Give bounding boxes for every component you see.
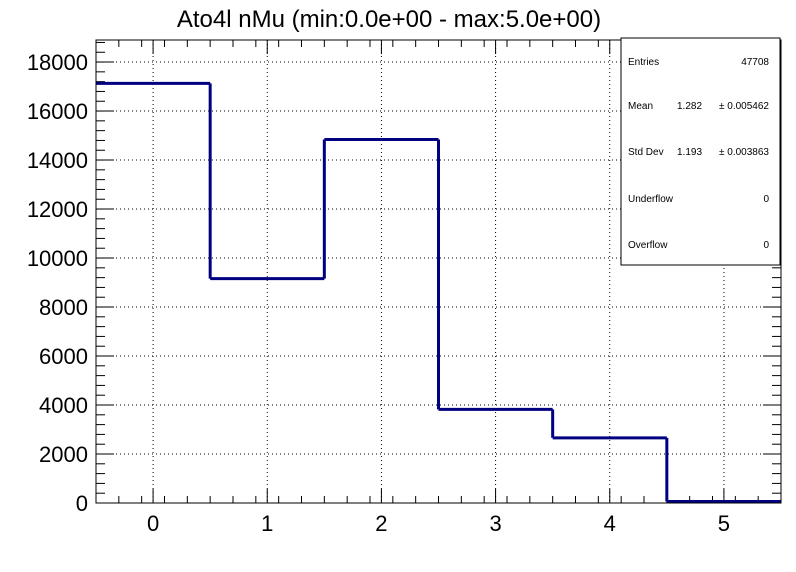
- plot-frame: [95, 39, 782, 504]
- y-tick-label: 16000: [27, 99, 88, 124]
- histogram-series: [96, 81, 781, 504]
- y-tick-label: 0: [76, 491, 88, 516]
- stats-overflow-value: 0: [763, 240, 769, 251]
- stats-overflow-label: Overflow: [628, 240, 668, 251]
- y-tick-label: 2000: [39, 442, 88, 467]
- stats-underflow-value: 0: [763, 194, 769, 205]
- y-tick-label: 18000: [27, 50, 88, 75]
- x-tick-label: 3: [489, 511, 501, 536]
- x-tick-label: 1: [261, 511, 273, 536]
- stats-stddev-label: Std Dev: [628, 147, 664, 158]
- x-tick-label: 0: [147, 511, 159, 536]
- y-tick-label: 4000: [39, 393, 88, 418]
- stats-stddev-value: 1.193: [677, 147, 702, 158]
- y-tick-label: 8000: [39, 295, 88, 320]
- stats-underflow-label: Underflow: [628, 194, 674, 205]
- stats-box: Entries 47708 Mean 1.282 ± 0.005462 Std …: [620, 37, 781, 266]
- y-tick-label: 10000: [27, 246, 88, 271]
- chart-title: Ato4l nMu (min:0.0e+00 - max:5.0e+00): [177, 6, 601, 33]
- y-tick-label: 12000: [27, 197, 88, 222]
- tick-labels: 0 1 2 3 4 5 0 2000 4000 6000 8000 10000 12000 14000 16…: [27, 50, 730, 536]
- stats-entries-label: Entries: [628, 57, 659, 68]
- stats-box-frame: [620, 37, 781, 266]
- stats-mean-label: Mean: [628, 101, 653, 112]
- x-tick-label: 4: [604, 511, 616, 536]
- y-tick-label: 6000: [39, 344, 88, 369]
- y-tick-label: 14000: [27, 148, 88, 173]
- stats-entries-value: 47708: [741, 57, 769, 68]
- stats-mean-value: 1.282: [677, 101, 702, 112]
- x-tick-label: 2: [375, 511, 387, 536]
- stats-mean-error: ± 0.005462: [719, 101, 769, 112]
- stats-stddev-error: ± 0.003863: [719, 147, 769, 158]
- x-tick-label: 5: [718, 511, 730, 536]
